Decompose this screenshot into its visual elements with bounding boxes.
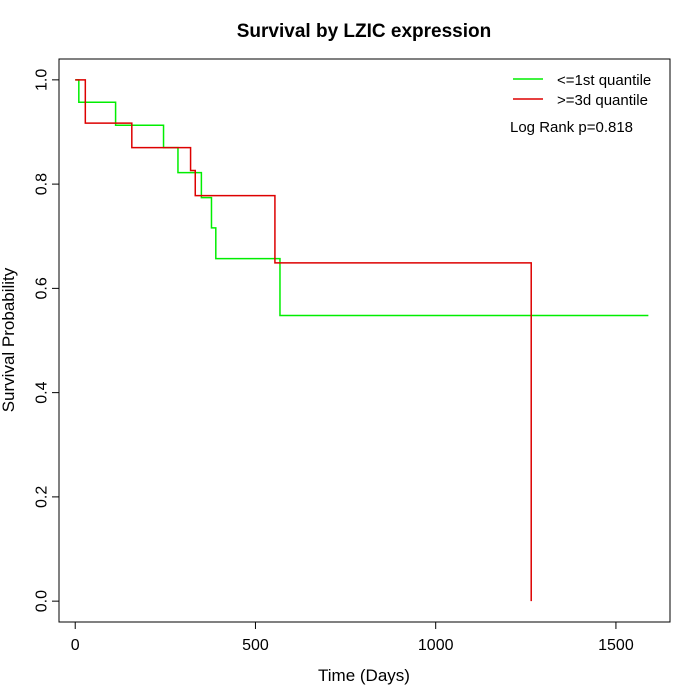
log-rank-annotation: Log Rank p=0.818 bbox=[510, 119, 633, 136]
series-line-high-quantile bbox=[75, 79, 532, 602]
y-tick-label: 1.0 bbox=[34, 69, 51, 91]
y-tick-label: 0.2 bbox=[34, 486, 51, 508]
legend-label-low: <=1st quantile bbox=[557, 72, 651, 89]
y-tick-label: 0.4 bbox=[34, 381, 51, 403]
legend: <=1st quantile >=3d quantile bbox=[513, 72, 651, 109]
x-tick-label: 1500 bbox=[598, 637, 634, 654]
x-tick-label: 500 bbox=[242, 637, 269, 654]
chart-title: Survival by LZIC expression bbox=[237, 21, 491, 42]
series-line-low-quantile bbox=[75, 79, 649, 317]
y-tick-label: 0.6 bbox=[34, 277, 51, 299]
x-axis-title: Time (Days) bbox=[318, 666, 410, 685]
x-tick-label: 0 bbox=[71, 637, 80, 654]
axes: 0 500 1000 1500 0.0 0.2 0.4 0.6 0.8 1.0 bbox=[34, 69, 634, 654]
legend-label-high: >=3d quantile bbox=[557, 92, 648, 109]
y-tick-label: 0.0 bbox=[34, 590, 51, 612]
series-layer bbox=[75, 79, 649, 602]
y-tick-label: 0.8 bbox=[34, 173, 51, 195]
x-tick-label: 1000 bbox=[418, 637, 454, 654]
y-axis-title: Survival Probability bbox=[0, 267, 18, 412]
plot-frame bbox=[58, 58, 671, 623]
